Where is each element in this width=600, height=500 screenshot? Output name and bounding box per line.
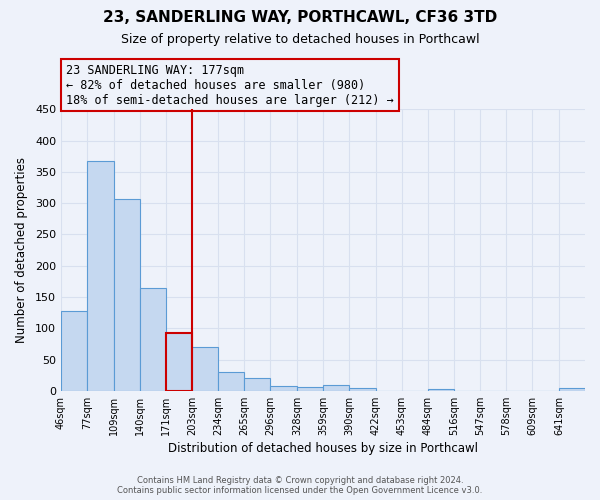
Bar	[428, 389, 454, 391]
Bar	[218, 372, 244, 391]
Bar	[297, 387, 323, 391]
Bar	[87, 162, 113, 391]
X-axis label: Distribution of detached houses by size in Porthcawl: Distribution of detached houses by size …	[168, 442, 478, 455]
Bar	[349, 388, 376, 391]
Bar	[113, 199, 140, 391]
Y-axis label: Number of detached properties: Number of detached properties	[15, 157, 28, 343]
Text: 23 SANDERLING WAY: 177sqm
← 82% of detached houses are smaller (980)
18% of semi: 23 SANDERLING WAY: 177sqm ← 82% of detac…	[66, 64, 394, 106]
Text: 23, SANDERLING WAY, PORTHCAWL, CF36 3TD: 23, SANDERLING WAY, PORTHCAWL, CF36 3TD	[103, 10, 497, 25]
Bar	[323, 385, 349, 391]
Bar	[61, 312, 87, 391]
Bar	[140, 288, 166, 391]
Text: Contains HM Land Registry data © Crown copyright and database right 2024.
Contai: Contains HM Land Registry data © Crown c…	[118, 476, 482, 495]
Text: Size of property relative to detached houses in Porthcawl: Size of property relative to detached ho…	[121, 32, 479, 46]
Bar	[193, 347, 218, 391]
Bar	[166, 332, 193, 391]
Bar	[559, 388, 585, 391]
Bar	[244, 378, 270, 391]
Bar	[270, 386, 297, 391]
